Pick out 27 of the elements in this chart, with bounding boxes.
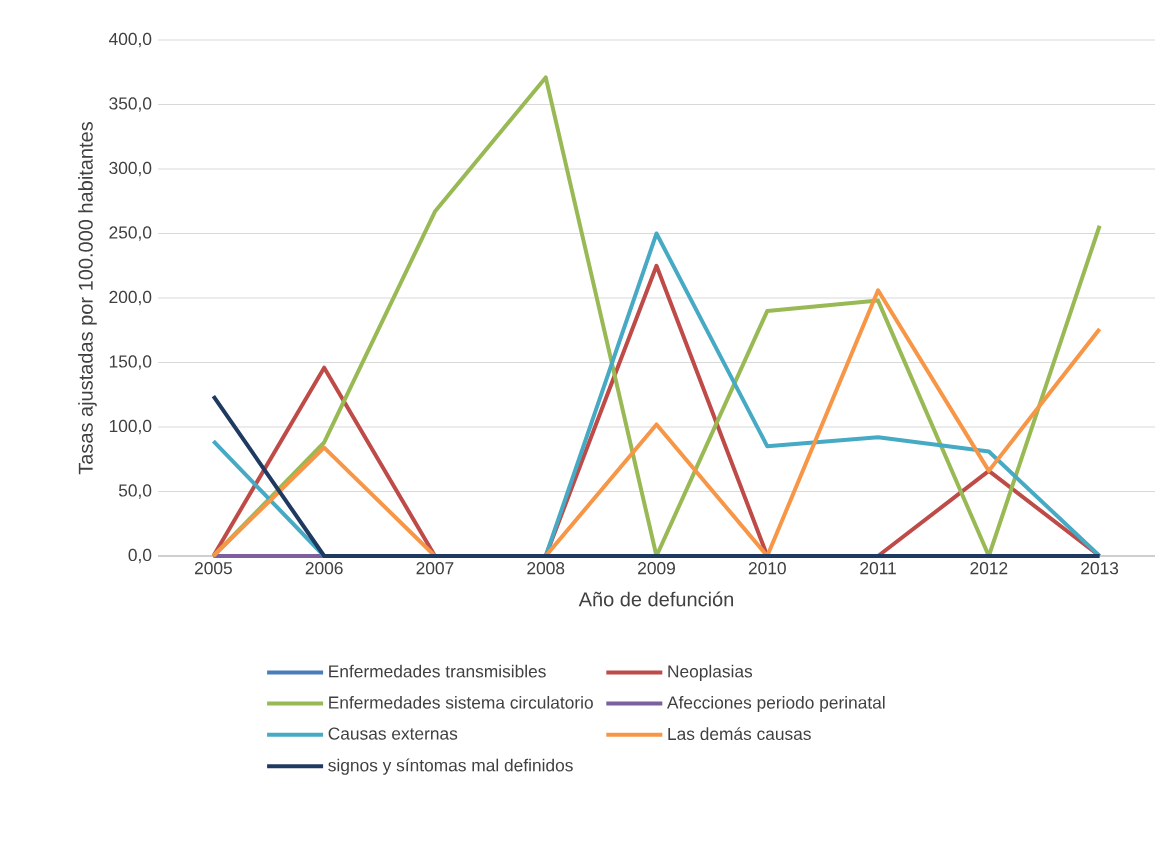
x-tick-label: 2010 [748,562,786,575]
x-tick-label: 2008 [527,562,565,575]
x-tick-label: 2006 [305,562,343,575]
y-tick-label: 300,0 [109,161,152,177]
x-tick-label: 2012 [970,562,1008,575]
legend-label: Enfermedades transmisibles [329,664,546,678]
y-tick-label: 50,0 [118,484,152,499]
y-tick-label: 350,0 [109,97,152,112]
y-tick-label: 100,0 [109,419,152,435]
x-tick-label: 2013 [1081,562,1119,575]
x-axis-title: Año de defunción [578,591,734,607]
x-tick-label: 2005 [194,562,232,575]
legend-label: signos y síntomas mal definidos [328,758,573,775]
legend-label: Causas externas [328,727,458,740]
y-axis-title: Tasas ajustadas por 100.000 habitantes [78,122,97,475]
y-tick-label: 400,0 [108,32,152,48]
legend-label: Afecciones periodo perinatal [667,695,885,713]
y-tick-label: 250,0 [109,226,152,241]
legend-label: Enfermedades sistema circulatorio [329,695,593,709]
y-tick-label: 0,0 [128,548,152,564]
x-tick-label: 2007 [416,562,454,575]
x-tick-label: 2009 [638,562,675,575]
x-tick-label: 2011 [860,562,896,575]
y-tick-label: 150,0 [109,355,152,370]
legend-label: Neoplasias [668,664,753,681]
legend-label: Las demás causas [668,727,811,741]
y-tick-label: 200,0 [109,290,152,306]
